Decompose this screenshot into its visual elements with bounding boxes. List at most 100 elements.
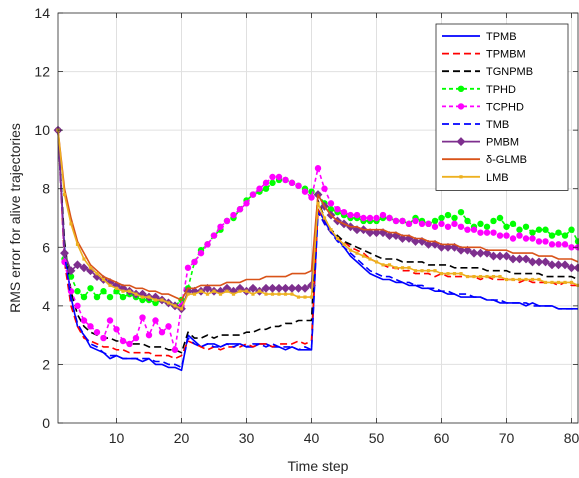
series-9-point xyxy=(426,269,431,273)
series-5-point xyxy=(457,223,465,230)
series-7-point xyxy=(248,283,258,293)
series-5-point xyxy=(269,173,276,181)
series-5-point xyxy=(516,232,523,239)
series-5-point xyxy=(106,317,114,324)
series-5 xyxy=(54,126,579,353)
series-9-point xyxy=(498,274,502,279)
series-9-point xyxy=(452,272,457,276)
series-4-point xyxy=(431,217,439,225)
series-9-point xyxy=(374,260,379,264)
series-9-point xyxy=(225,289,229,293)
series-5-point xyxy=(197,249,205,257)
series-9-point xyxy=(114,286,119,290)
series-9-point xyxy=(264,292,268,296)
series-5-point xyxy=(399,217,406,225)
series-5-point xyxy=(139,314,146,321)
series-7-point xyxy=(521,254,531,264)
legend-label: δ-GLMB xyxy=(486,154,527,166)
series-4-point xyxy=(100,288,107,295)
series-9-point xyxy=(387,263,392,267)
series-4-point xyxy=(561,232,569,239)
series-9-point xyxy=(257,289,262,293)
series-9-point xyxy=(355,251,359,255)
series-9-point xyxy=(439,272,444,276)
series-4-point xyxy=(509,220,517,228)
series-4-point xyxy=(262,185,270,192)
series-8-line xyxy=(57,130,579,301)
series-5-point xyxy=(431,223,439,230)
series-5-point xyxy=(353,211,361,219)
y-tick-label: 2 xyxy=(42,356,50,372)
series-5-point xyxy=(204,241,211,248)
series-5-point xyxy=(366,214,374,222)
series-5-point xyxy=(386,214,393,222)
series-9-point xyxy=(127,289,132,293)
series-5-point xyxy=(392,217,400,225)
series-7-point xyxy=(560,260,570,270)
x-tick-label: 30 xyxy=(239,430,255,446)
series-4-point xyxy=(106,293,114,301)
series-4-point xyxy=(477,220,484,228)
series-5-point xyxy=(373,214,380,222)
series-7-point xyxy=(294,283,303,293)
y-axis-label: RMS error for alive trajectories xyxy=(7,123,23,313)
series-9-point xyxy=(205,292,210,296)
series-4-point xyxy=(529,229,536,236)
series-9-point xyxy=(394,266,398,270)
series-7-point xyxy=(547,260,557,270)
series-5-point xyxy=(438,220,445,228)
series-5-point xyxy=(236,206,244,213)
series-5-point xyxy=(503,232,510,239)
series-9-point xyxy=(283,292,288,296)
series-5-point xyxy=(230,211,237,219)
series-9-point xyxy=(270,292,275,296)
y-tick-label: 6 xyxy=(42,239,50,255)
series-9-point xyxy=(511,277,515,282)
series-7-point xyxy=(554,260,563,270)
series-9-point xyxy=(160,298,164,302)
series-9-point xyxy=(550,280,554,285)
series-9-point xyxy=(244,289,249,293)
series-9-point xyxy=(134,292,138,296)
series-7-point xyxy=(424,239,433,249)
x-tick-label: 50 xyxy=(369,430,385,446)
series-4-point xyxy=(490,217,497,225)
series-4-point xyxy=(516,226,523,233)
series-5-point xyxy=(321,185,328,192)
series-5-point xyxy=(93,329,101,336)
series-7-point xyxy=(261,283,271,293)
series-4-point xyxy=(451,214,458,222)
legend-label: TPHD xyxy=(486,84,516,96)
series-9-point xyxy=(543,280,548,285)
series-7-point xyxy=(411,237,420,246)
series-9-point xyxy=(491,274,496,279)
series-9-point xyxy=(465,274,470,279)
series-layer xyxy=(53,125,579,372)
series-4-point xyxy=(574,238,579,245)
series-5-point xyxy=(470,226,478,233)
series-5-point xyxy=(379,211,387,219)
legend-marker xyxy=(457,85,465,92)
series-5-point xyxy=(165,323,172,330)
series-9-point xyxy=(62,192,67,197)
series-5-point xyxy=(418,220,426,228)
series-5-point xyxy=(295,182,302,189)
series-5-point xyxy=(412,217,419,225)
series-7-point xyxy=(398,234,407,243)
series-5-point xyxy=(522,235,530,242)
series-9-point xyxy=(231,292,236,296)
series-5-point xyxy=(152,317,159,324)
series-7-point xyxy=(489,251,498,261)
series-7-point xyxy=(281,283,290,293)
series-5-point xyxy=(548,241,556,248)
series-5-point xyxy=(87,323,94,330)
legend-label: LMB xyxy=(486,172,509,184)
series-7-point xyxy=(515,254,524,264)
series-9-point xyxy=(309,295,314,299)
series-5-point xyxy=(561,241,569,248)
series-9-point xyxy=(82,257,86,261)
series-9-point xyxy=(569,280,574,285)
series-7-point xyxy=(443,242,453,252)
series-5-point xyxy=(74,302,81,310)
